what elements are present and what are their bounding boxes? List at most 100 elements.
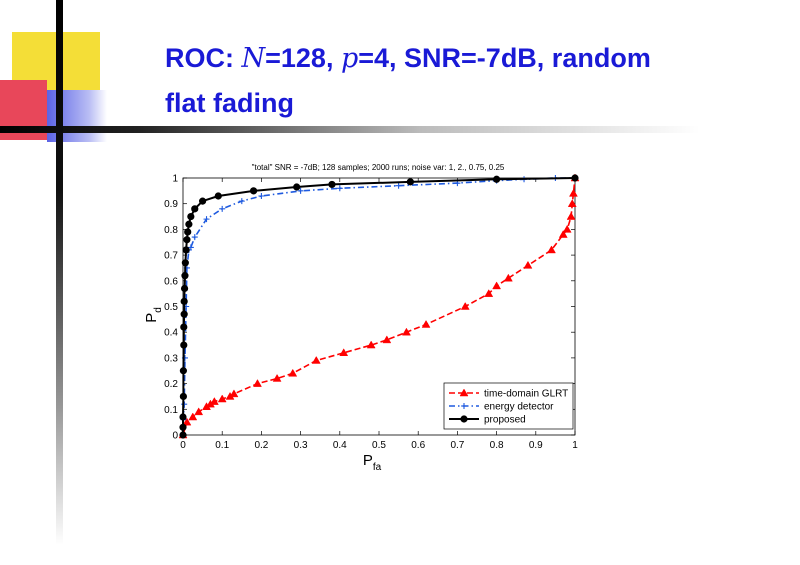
data-point-proposed <box>179 413 187 421</box>
data-point-proposed <box>180 297 188 305</box>
data-point-time-domain-glrt <box>194 407 204 416</box>
x-tick-label: 0.9 <box>529 440 543 451</box>
y-tick-label: 0.9 <box>164 199 178 210</box>
data-point-time-domain-glrt <box>188 412 198 421</box>
deco-horizontal-rule <box>0 126 700 133</box>
x-tick-label: 0.1 <box>215 440 229 451</box>
data-point-proposed <box>328 180 336 189</box>
data-point-proposed <box>179 367 187 375</box>
data-point-proposed <box>199 197 207 205</box>
data-point-proposed <box>406 178 414 186</box>
data-point-proposed <box>180 310 188 318</box>
x-axis-label: Pfa <box>363 452 382 473</box>
slide-title: ROC: N=128, p=4, SNR=-7dB, random flat fa… <box>165 43 651 118</box>
legend-label-time-domain-glrt: time-domain GLRT <box>484 389 568 400</box>
data-point-proposed <box>293 183 301 191</box>
data-point-proposed <box>185 220 193 228</box>
data-point-time-domain-glrt <box>253 379 262 387</box>
series-time-domain-glrt <box>178 173 580 439</box>
x-tick-label: 1 <box>572 440 578 451</box>
y-tick-label: 0.8 <box>164 225 178 236</box>
data-point-energy-detector <box>297 187 304 194</box>
legend-marker-time-domain-glrt <box>459 388 469 397</box>
legend: time-domain GLRT energy detector proposed <box>443 382 574 430</box>
data-point-energy-detector <box>258 192 265 199</box>
data-point-time-domain-glrt <box>402 327 411 336</box>
data-point-proposed <box>179 423 187 431</box>
data-point-time-domain-glrt <box>547 245 556 254</box>
data-point-time-domain-glrt <box>288 368 298 377</box>
data-point-energy-detector <box>203 216 210 223</box>
y-tick-label: 0.2 <box>164 379 178 390</box>
x-tick-label: 0.2 <box>254 440 268 451</box>
chart-title: "total" SNR = -7dB; 128 samples; 2000 ru… <box>252 163 505 172</box>
data-point-energy-detector <box>238 198 245 205</box>
data-point-time-domain-glrt <box>217 394 227 403</box>
x-tick-label: 0.5 <box>372 440 386 451</box>
x-tick-label: 0.3 <box>294 440 308 451</box>
series-proposed <box>179 174 579 439</box>
data-point-energy-detector <box>336 185 343 192</box>
x-tick-label: 0 <box>180 440 186 451</box>
data-point-time-domain-glrt <box>339 348 349 357</box>
legend-marker-proposed <box>460 415 468 423</box>
y-tick-label: 0.1 <box>164 405 178 416</box>
data-point-time-domain-glrt <box>484 289 494 297</box>
data-point-proposed <box>214 192 222 200</box>
data-point-proposed <box>179 392 187 401</box>
data-point-time-domain-glrt <box>566 212 576 220</box>
data-point-proposed <box>182 246 190 254</box>
data-point-energy-detector <box>187 244 194 251</box>
data-point-proposed <box>493 175 501 183</box>
data-point-time-domain-glrt <box>562 224 572 233</box>
data-point-time-domain-glrt <box>366 340 376 349</box>
data-point-proposed <box>187 212 195 221</box>
data-point-time-domain-glrt <box>209 397 219 405</box>
y-tick-label: 0.7 <box>164 251 178 262</box>
data-point-proposed <box>184 228 192 236</box>
y-tick-label: 0.3 <box>164 353 178 364</box>
x-tick-label: 0.8 <box>490 440 504 451</box>
y-axis-label: Pd <box>143 307 164 323</box>
data-point-time-domain-glrt <box>567 199 577 207</box>
data-point-time-domain-glrt <box>272 373 282 382</box>
x-tick-label: 0.6 <box>411 440 425 451</box>
y-tick-label: 0.4 <box>164 328 178 339</box>
data-point-time-domain-glrt <box>558 230 568 238</box>
series-line-energy-detector <box>182 177 575 435</box>
x-tick-label: 0.7 <box>450 440 464 451</box>
legend-label-energy-detector: energy detector <box>484 402 554 413</box>
series-layer <box>178 173 580 439</box>
data-point-energy-detector <box>395 182 402 189</box>
data-point-proposed <box>180 341 188 349</box>
data-point-proposed <box>183 236 191 244</box>
data-point-energy-detector <box>191 234 198 241</box>
y-tick-label: 0 <box>172 431 178 442</box>
legend-marker-energy-detector <box>461 403 467 409</box>
data-point-proposed <box>179 431 187 439</box>
roc-chart: "total" SNR = -7dB; 128 samples; 2000 ru… <box>143 163 580 473</box>
data-point-time-domain-glrt <box>229 389 239 398</box>
deco-vertical-rule <box>56 0 63 545</box>
data-point-time-domain-glrt <box>421 319 431 328</box>
y-tick-label: 1 <box>172 174 178 185</box>
data-point-time-domain-glrt <box>523 260 533 269</box>
data-point-time-domain-glrt <box>382 335 392 344</box>
data-point-proposed <box>571 174 579 182</box>
data-point-proposed <box>181 272 189 280</box>
data-point-proposed <box>249 187 258 195</box>
data-point-time-domain-glrt <box>311 355 321 364</box>
series-line-proposed <box>182 177 576 435</box>
data-point-time-domain-glrt <box>460 301 470 310</box>
y-tick-label: 0.5 <box>164 302 178 313</box>
data-point-time-domain-glrt <box>492 281 502 290</box>
data-point-time-domain-glrt <box>182 417 192 426</box>
data-point-time-domain-glrt <box>569 188 578 197</box>
x-tick-label: 0.4 <box>333 440 347 451</box>
legend-label-proposed: proposed <box>484 415 526 426</box>
y-tick-label: 0.6 <box>164 276 178 287</box>
data-point-proposed <box>191 205 199 213</box>
data-point-energy-detector <box>219 205 226 212</box>
axis-ticks: 0 0.1 0.2 0.3 0.4 0.5 0.6 0.7 0.8 0.9 1 0 0.1 0.2 0.3 0… <box>164 174 578 452</box>
data-point-proposed <box>180 284 189 293</box>
